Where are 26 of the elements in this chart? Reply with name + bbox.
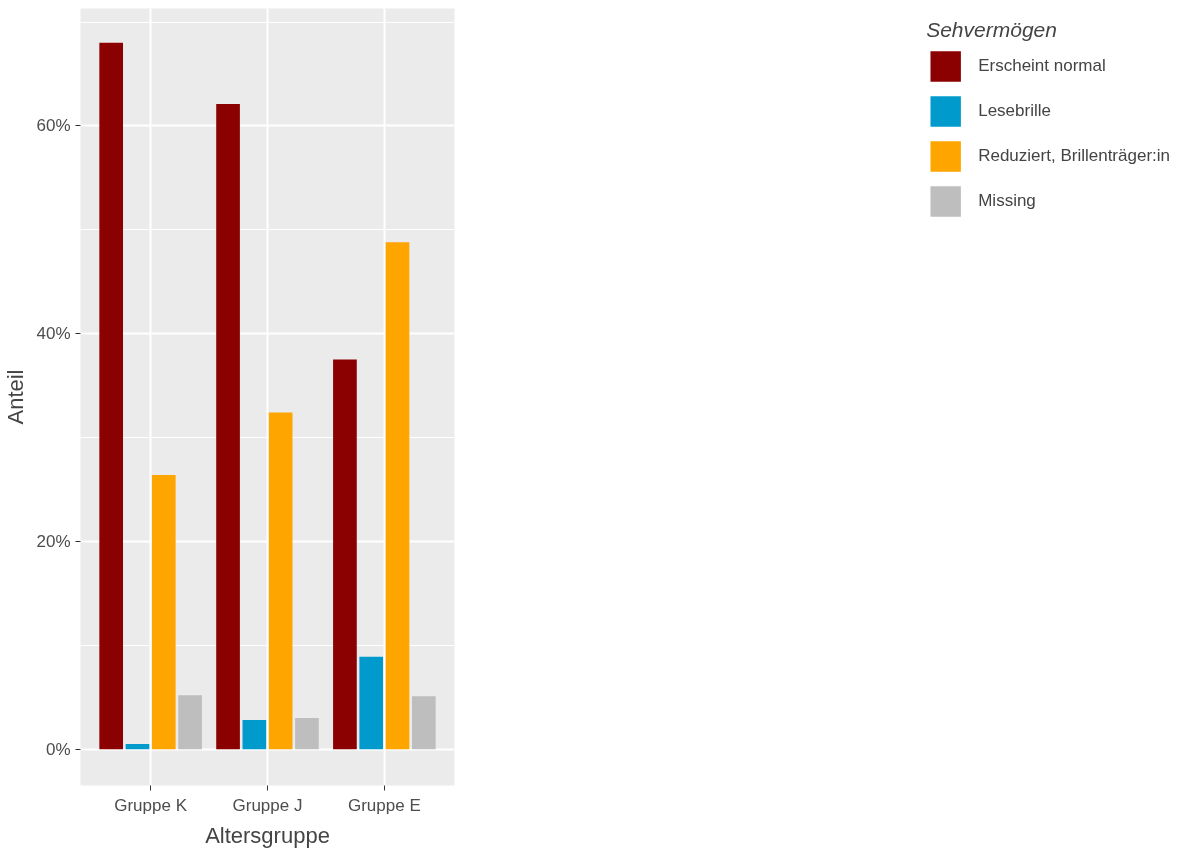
y-axis-title: Anteil: [3, 369, 29, 425]
bar: [411, 696, 436, 750]
bar: [333, 359, 357, 750]
legend-label: Missing: [978, 191, 1036, 211]
bar: [242, 720, 267, 750]
bar: [151, 474, 176, 750]
bar: [385, 242, 410, 750]
legend-label: Lesebrille: [978, 101, 1051, 121]
x-tick-label: Gruppe K: [114, 795, 188, 815]
bar: [99, 42, 124, 750]
y-tick-label: 60%: [36, 116, 71, 136]
legend-label: Reduziert, Brillenträger:in: [978, 146, 1170, 166]
bar: [295, 717, 319, 750]
bar: [359, 656, 384, 750]
bar: [216, 104, 240, 750]
y-tick-label: 40%: [36, 324, 71, 344]
x-tick-label: Gruppe E: [347, 795, 421, 815]
x-axis-title: Altersgruppe: [205, 822, 330, 848]
x-tick-label: Gruppe J: [232, 795, 303, 815]
bar: [178, 695, 202, 750]
bar: [268, 412, 293, 750]
y-tick-label: 0%: [45, 739, 71, 759]
legend-title: Sehvermögen: [926, 18, 1058, 42]
y-tick-label: 20%: [36, 531, 71, 551]
legend-label: Erscheint normal: [978, 56, 1106, 76]
bar: [125, 743, 150, 750]
